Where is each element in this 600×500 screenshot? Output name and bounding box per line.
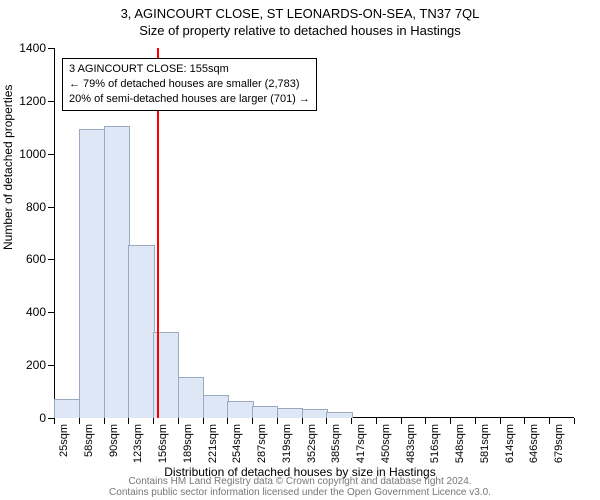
histogram-bar (54, 399, 80, 419)
x-tick (252, 418, 253, 424)
y-tick-label: 1200 (19, 94, 54, 108)
x-tick-label: 352sqm (306, 424, 318, 463)
x-tick-label: 58sqm (83, 424, 95, 457)
attribution: Contains HM Land Registry data © Crown c… (0, 476, 600, 498)
x-tick-label: 254sqm (231, 424, 243, 463)
x-tick (500, 418, 501, 424)
histogram-bar (227, 401, 253, 418)
chart-title-line1: 3, AGINCOURT CLOSE, ST LEONARDS-ON-SEA, … (0, 0, 600, 21)
x-tick-label: 221sqm (207, 424, 219, 463)
x-tick (326, 418, 327, 424)
histogram-bar (79, 129, 105, 418)
histogram-bar (302, 409, 328, 418)
y-axis-title: Number of detached properties (1, 85, 15, 250)
x-tick (425, 418, 426, 424)
histogram-bar (203, 395, 229, 418)
histogram-bar (178, 377, 204, 418)
x-tick-label: 679sqm (553, 424, 565, 463)
x-tick-label: 614sqm (504, 424, 516, 463)
histogram-bar (128, 245, 154, 418)
x-tick-label: 25sqm (58, 424, 70, 457)
x-tick (524, 418, 525, 424)
y-tick-label: 200 (26, 358, 54, 372)
annotation-line1: 3 AGINCOURT CLOSE: 155sqm (69, 62, 310, 77)
y-axis-line (54, 48, 55, 418)
x-tick-label: 646sqm (528, 424, 540, 463)
x-tick-label: 123sqm (132, 424, 144, 463)
attribution-line2: Contains public sector information licen… (0, 487, 600, 498)
x-tick (351, 418, 352, 424)
histogram-bar (326, 412, 352, 418)
x-tick-label: 319sqm (281, 424, 293, 463)
y-tick-label: 1000 (19, 147, 54, 161)
x-tick (574, 418, 575, 424)
attribution-line1: Contains HM Land Registry data © Crown c… (0, 476, 600, 487)
x-tick (450, 418, 451, 424)
x-tick-label: 417sqm (355, 424, 367, 463)
x-tick-label: 450sqm (380, 424, 392, 463)
x-tick (153, 418, 154, 424)
x-tick (376, 418, 377, 424)
x-tick-label: 516sqm (429, 424, 441, 463)
x-tick (227, 418, 228, 424)
x-tick-label: 287sqm (256, 424, 268, 463)
histogram-bar (104, 126, 130, 418)
histogram-chart: 3, AGINCOURT CLOSE, ST LEONARDS-ON-SEA, … (0, 0, 600, 500)
x-tick (104, 418, 105, 424)
y-tick-label: 1400 (19, 41, 54, 55)
x-tick-label: 156sqm (157, 424, 169, 463)
chart-title-line2: Size of property relative to detached ho… (0, 21, 600, 38)
x-tick (203, 418, 204, 424)
x-tick (549, 418, 550, 424)
y-tick-label: 600 (26, 252, 54, 266)
x-tick-label: 90sqm (108, 424, 120, 457)
x-tick-label: 385sqm (330, 424, 342, 463)
x-tick (401, 418, 402, 424)
y-tick-label: 0 (39, 411, 54, 425)
x-tick (128, 418, 129, 424)
y-tick-label: 400 (26, 305, 54, 319)
y-tick-label: 800 (26, 200, 54, 214)
annotation-line3: 20% of semi-detached houses are larger (… (69, 92, 310, 107)
annotation-line2: ← 79% of detached houses are smaller (2,… (69, 77, 310, 92)
x-tick-label: 581sqm (479, 424, 491, 463)
x-tick-label: 548sqm (454, 424, 466, 463)
x-tick (79, 418, 80, 424)
x-tick (475, 418, 476, 424)
x-tick (178, 418, 179, 424)
histogram-bar (277, 408, 303, 418)
x-tick-label: 189sqm (182, 424, 194, 463)
annotation-box: 3 AGINCOURT CLOSE: 155sqm ← 79% of detac… (62, 58, 317, 111)
x-tick (54, 418, 55, 424)
x-tick (302, 418, 303, 424)
histogram-bar (252, 406, 278, 418)
x-tick-label: 483sqm (405, 424, 417, 463)
plot-area: 020040060080010001200140025sqm58sqm90sqm… (54, 48, 574, 418)
x-tick (277, 418, 278, 424)
